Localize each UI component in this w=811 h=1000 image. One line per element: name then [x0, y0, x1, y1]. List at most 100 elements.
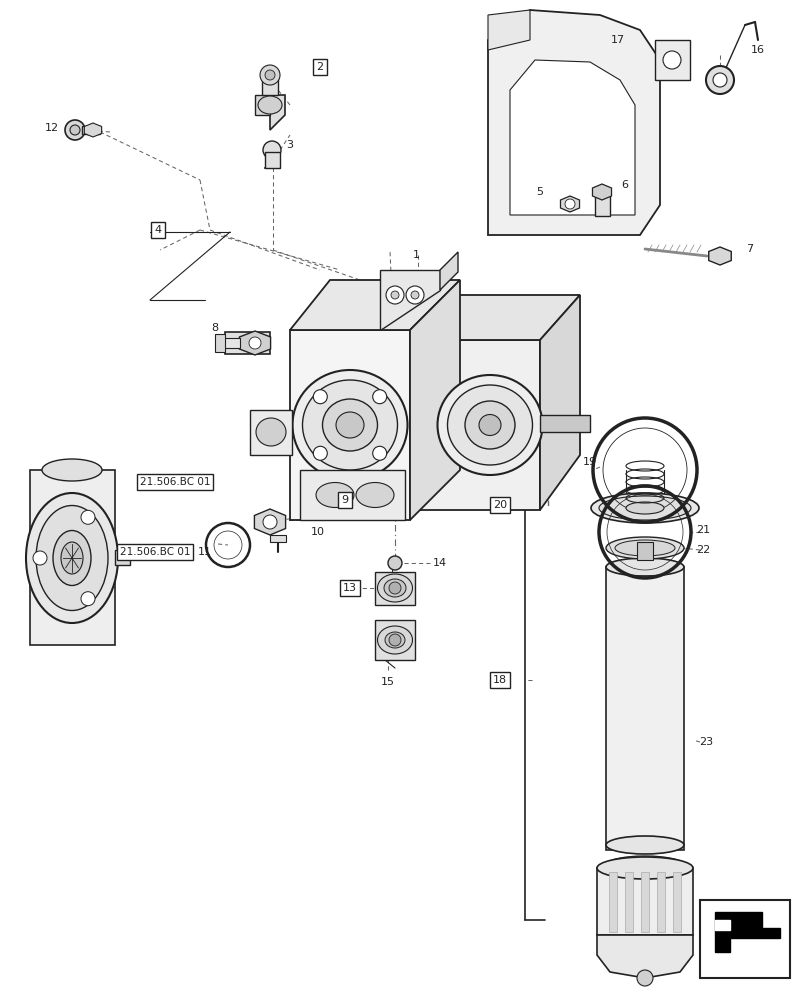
Text: 21.506.BC 01: 21.506.BC 01 — [119, 547, 190, 557]
Polygon shape — [225, 332, 270, 354]
Circle shape — [313, 446, 327, 460]
Polygon shape — [539, 295, 579, 510]
Circle shape — [81, 510, 95, 524]
Circle shape — [564, 199, 574, 209]
Polygon shape — [487, 10, 659, 235]
Ellipse shape — [596, 857, 692, 879]
Polygon shape — [539, 415, 590, 432]
Ellipse shape — [377, 574, 412, 602]
Bar — [215, 334, 225, 352]
Circle shape — [264, 70, 275, 80]
Text: 1: 1 — [412, 250, 419, 260]
Polygon shape — [410, 340, 539, 510]
Ellipse shape — [590, 493, 698, 523]
Polygon shape — [509, 60, 634, 215]
Circle shape — [391, 291, 398, 299]
Text: 11: 11 — [198, 547, 212, 557]
Polygon shape — [270, 95, 285, 130]
Text: 19: 19 — [582, 457, 596, 467]
Circle shape — [388, 634, 401, 646]
Polygon shape — [596, 868, 692, 935]
Ellipse shape — [614, 540, 674, 556]
Polygon shape — [82, 126, 100, 134]
Text: 18: 18 — [492, 675, 506, 685]
Circle shape — [81, 592, 95, 606]
Text: 21.506.BC 01: 21.506.BC 01 — [139, 477, 210, 487]
Bar — [636, 542, 652, 560]
Polygon shape — [290, 330, 410, 520]
Polygon shape — [714, 912, 779, 952]
Polygon shape — [608, 872, 616, 932]
Ellipse shape — [355, 483, 393, 508]
Polygon shape — [605, 567, 683, 850]
Ellipse shape — [465, 401, 514, 449]
Circle shape — [372, 446, 386, 460]
Ellipse shape — [625, 502, 663, 514]
Ellipse shape — [437, 375, 542, 475]
Ellipse shape — [42, 459, 102, 481]
Circle shape — [70, 125, 80, 135]
Polygon shape — [714, 920, 729, 930]
Circle shape — [636, 970, 652, 986]
Polygon shape — [624, 872, 633, 932]
Circle shape — [249, 337, 260, 349]
Polygon shape — [592, 184, 611, 200]
Ellipse shape — [26, 493, 118, 623]
Polygon shape — [375, 620, 414, 660]
Ellipse shape — [605, 836, 683, 854]
Ellipse shape — [605, 856, 683, 874]
Polygon shape — [250, 410, 292, 455]
Circle shape — [263, 141, 281, 159]
Polygon shape — [264, 152, 280, 168]
Ellipse shape — [255, 418, 285, 446]
Text: 5: 5 — [536, 187, 543, 197]
Text: 7: 7 — [745, 244, 753, 254]
Text: 3: 3 — [286, 140, 293, 150]
Polygon shape — [239, 331, 270, 355]
Circle shape — [712, 73, 726, 87]
Text: 17: 17 — [610, 35, 624, 45]
Polygon shape — [254, 509, 285, 535]
Text: 13: 13 — [342, 583, 357, 593]
Circle shape — [33, 551, 47, 565]
Polygon shape — [290, 280, 460, 330]
Text: 10: 10 — [311, 527, 324, 537]
Polygon shape — [410, 280, 460, 520]
Ellipse shape — [384, 632, 405, 648]
Polygon shape — [262, 70, 277, 95]
Ellipse shape — [336, 412, 363, 438]
Circle shape — [406, 286, 423, 304]
Circle shape — [410, 291, 418, 299]
Circle shape — [705, 66, 733, 94]
Text: 20: 20 — [492, 500, 506, 510]
Polygon shape — [255, 95, 270, 115]
Text: 6: 6 — [620, 180, 628, 190]
Polygon shape — [560, 196, 579, 212]
Ellipse shape — [53, 530, 91, 585]
Ellipse shape — [605, 558, 683, 576]
Polygon shape — [115, 550, 130, 565]
Polygon shape — [487, 10, 530, 50]
Polygon shape — [440, 252, 457, 290]
Ellipse shape — [258, 96, 281, 114]
Ellipse shape — [36, 506, 108, 610]
Text: 2: 2 — [316, 62, 323, 72]
Polygon shape — [84, 123, 101, 137]
Polygon shape — [640, 872, 648, 932]
Polygon shape — [380, 270, 440, 330]
Polygon shape — [299, 470, 405, 520]
Polygon shape — [410, 295, 579, 340]
Text: 22: 22 — [695, 545, 710, 555]
Circle shape — [65, 120, 85, 140]
Polygon shape — [596, 935, 692, 978]
Polygon shape — [30, 470, 115, 645]
Ellipse shape — [322, 399, 377, 451]
Ellipse shape — [447, 385, 532, 465]
Ellipse shape — [377, 626, 412, 654]
Ellipse shape — [605, 537, 683, 559]
Polygon shape — [654, 40, 689, 80]
Ellipse shape — [315, 483, 354, 508]
Ellipse shape — [61, 542, 83, 574]
Text: 12: 12 — [45, 123, 59, 133]
Polygon shape — [656, 872, 664, 932]
